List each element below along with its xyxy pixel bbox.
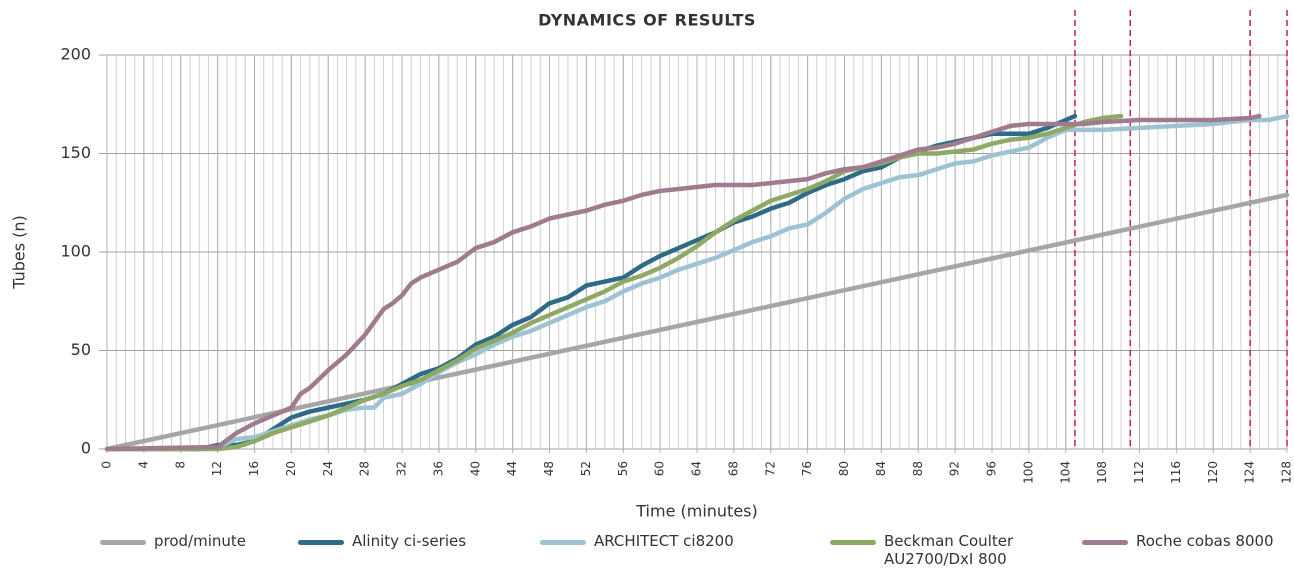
series-line: [104, 113, 1290, 452]
x-tick-label: 104: [1058, 461, 1072, 484]
x-tick-label: 124: [1243, 461, 1257, 484]
legend-item: Roche cobas 8000: [1082, 532, 1274, 550]
grid: [99, 54, 1288, 453]
x-tick-label: 112: [1132, 461, 1146, 484]
legend-label: ARCHITECT ci8200: [594, 532, 734, 550]
series-line: [104, 113, 1124, 452]
legend-item: Alinity ci-series: [298, 532, 466, 550]
series-line: [104, 113, 1078, 452]
x-tick-label: 56: [616, 461, 630, 476]
legend-swatch: [100, 540, 146, 545]
legend: prod/minute Alinity ci-series ARCHITECT ci…: [0, 532, 1294, 584]
x-tick-label: 96: [985, 461, 999, 476]
x-tick-label: 20: [284, 461, 298, 476]
x-tick-label: 40: [468, 461, 482, 476]
x-tick-label: 16: [247, 461, 261, 476]
x-tick-label: 88: [911, 461, 925, 476]
x-tick-label: 128: [1280, 461, 1294, 484]
x-tick-label: 24: [321, 461, 335, 476]
x-tick-label: 92: [948, 461, 962, 476]
legend-swatch: [1082, 540, 1128, 545]
x-tick-label: 32: [395, 461, 409, 476]
x-tick-label: 108: [1095, 461, 1109, 484]
x-tick-label: 4: [136, 461, 150, 469]
y-tick-label: 100: [60, 242, 91, 261]
y-axis-label: Tubes (n): [10, 215, 29, 290]
x-tick-label: 72: [763, 461, 777, 476]
legend-label: Alinity ci-series: [352, 532, 467, 550]
x-tick-label: 36: [431, 461, 445, 476]
legend-swatch: [540, 540, 586, 545]
series-line: [104, 192, 1290, 452]
legend-swatch: [830, 540, 876, 545]
x-tick-label: 0: [100, 461, 114, 469]
y-tick-label: 0: [81, 439, 91, 458]
x-tick-label: 100: [1021, 461, 1035, 484]
x-tick-label: 76: [800, 461, 814, 476]
x-tick-label: 64: [690, 461, 704, 476]
legend-item: Beckman Coulter AU2700/DxI 800: [830, 532, 1024, 568]
x-tick-label: 48: [542, 461, 556, 476]
x-tick-label: 116: [1169, 461, 1183, 484]
x-tick-label: 28: [358, 461, 372, 476]
x-tick-label: 8: [173, 461, 187, 469]
y-tick-label: 50: [71, 340, 91, 359]
x-tick-label: 44: [505, 461, 519, 476]
x-tick-label: 52: [579, 461, 593, 476]
x-tick-label: 60: [653, 461, 667, 476]
x-tick-label: 12: [210, 461, 224, 476]
legend-item: ARCHITECT ci8200: [540, 532, 734, 550]
x-tick-label: 84: [874, 461, 888, 476]
legend-swatch: [298, 540, 344, 545]
chart-title: DYNAMICS OF RESULTS: [538, 11, 756, 30]
chart: DYNAMICS OF RESULTS Tubes (n) Time (minu…: [10, 10, 1294, 521]
legend-item: prod/minute: [100, 532, 246, 550]
legend-label: Roche cobas 8000: [1136, 532, 1274, 550]
x-tick-label: 68: [726, 461, 740, 476]
y-tick-label: 200: [60, 45, 91, 64]
x-tick-label: 120: [1206, 461, 1220, 484]
x-tick-label: 80: [837, 461, 851, 476]
legend-label: prod/minute: [154, 532, 247, 550]
series-line: [104, 113, 1262, 452]
legend-label: Beckman Coulter AU2700/DxI 800: [884, 532, 1014, 568]
y-tick-label: 150: [60, 143, 91, 162]
x-axis-label: Time (minutes): [635, 502, 758, 521]
